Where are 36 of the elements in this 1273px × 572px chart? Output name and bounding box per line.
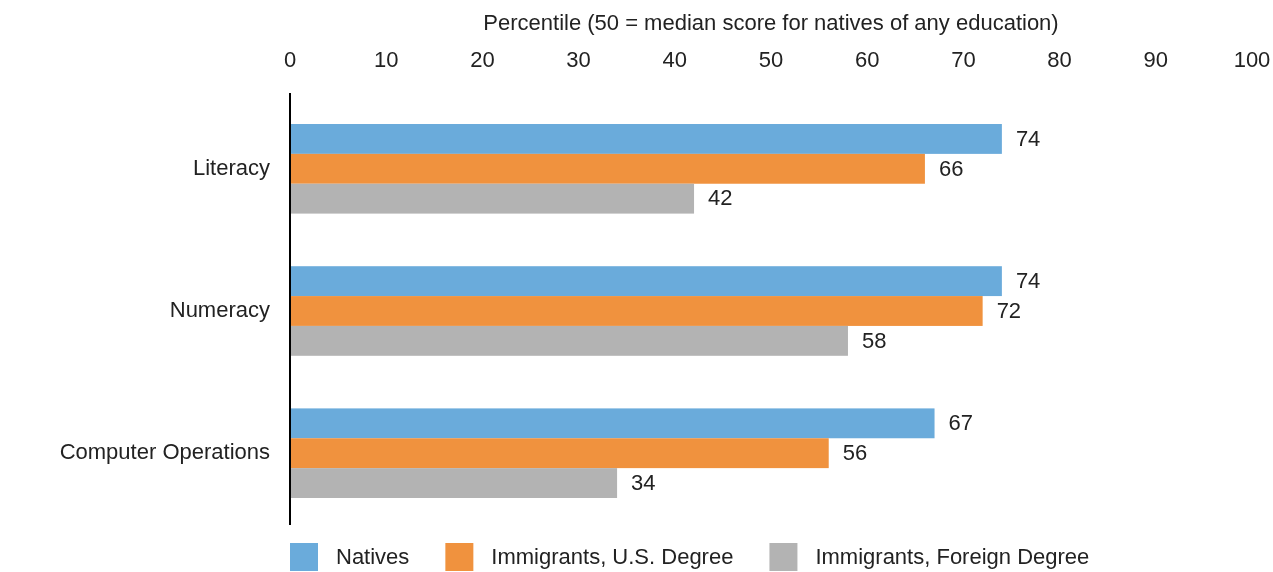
x-tick-label: 10	[373, 47, 399, 72]
bar	[290, 183, 695, 214]
data-label: 34	[631, 469, 656, 495]
data-label: 42	[708, 185, 733, 211]
data-label: 66	[938, 155, 964, 181]
data-label: 67	[948, 410, 974, 436]
y-tick-label: Numeracy	[169, 296, 270, 322]
x-tick-label: 90	[1143, 47, 1169, 72]
bar	[290, 266, 1002, 297]
x-tick-label: 80	[1047, 47, 1072, 72]
bar	[290, 408, 935, 439]
x-tick-label: 50	[758, 47, 784, 72]
legend-label: Natives	[336, 543, 410, 569]
x-tick-label: 60	[854, 47, 880, 72]
bar	[290, 325, 848, 356]
y-tick-label: Computer Operations	[59, 439, 270, 465]
bar	[290, 296, 983, 326]
data-label: 72	[996, 297, 1022, 323]
x-tick-label: 0	[283, 47, 297, 72]
bar	[290, 153, 925, 184]
bar	[290, 438, 829, 469]
bar	[290, 124, 1002, 154]
x-tick-label: 20	[470, 47, 495, 72]
x-tick-label: 30	[566, 47, 591, 72]
data-label: 74	[1015, 125, 1041, 151]
legend-label: Immigrants, Foreign Degree	[815, 543, 1090, 569]
legend-label: Immigrants, U.S. Degree	[491, 543, 734, 569]
x-tick-label: 100	[1233, 47, 1271, 72]
data-label: 58	[861, 327, 887, 353]
bar	[290, 468, 618, 498]
data-label: 74	[1015, 267, 1041, 293]
y-tick-label: Literacy	[192, 154, 270, 180]
data-label: 56	[842, 440, 868, 466]
x-tick-label: 40	[662, 47, 688, 72]
x-tick-label: 70	[951, 47, 976, 72]
chart-title: Percentile (50 = median score for natives of any education)	[483, 10, 1059, 35]
